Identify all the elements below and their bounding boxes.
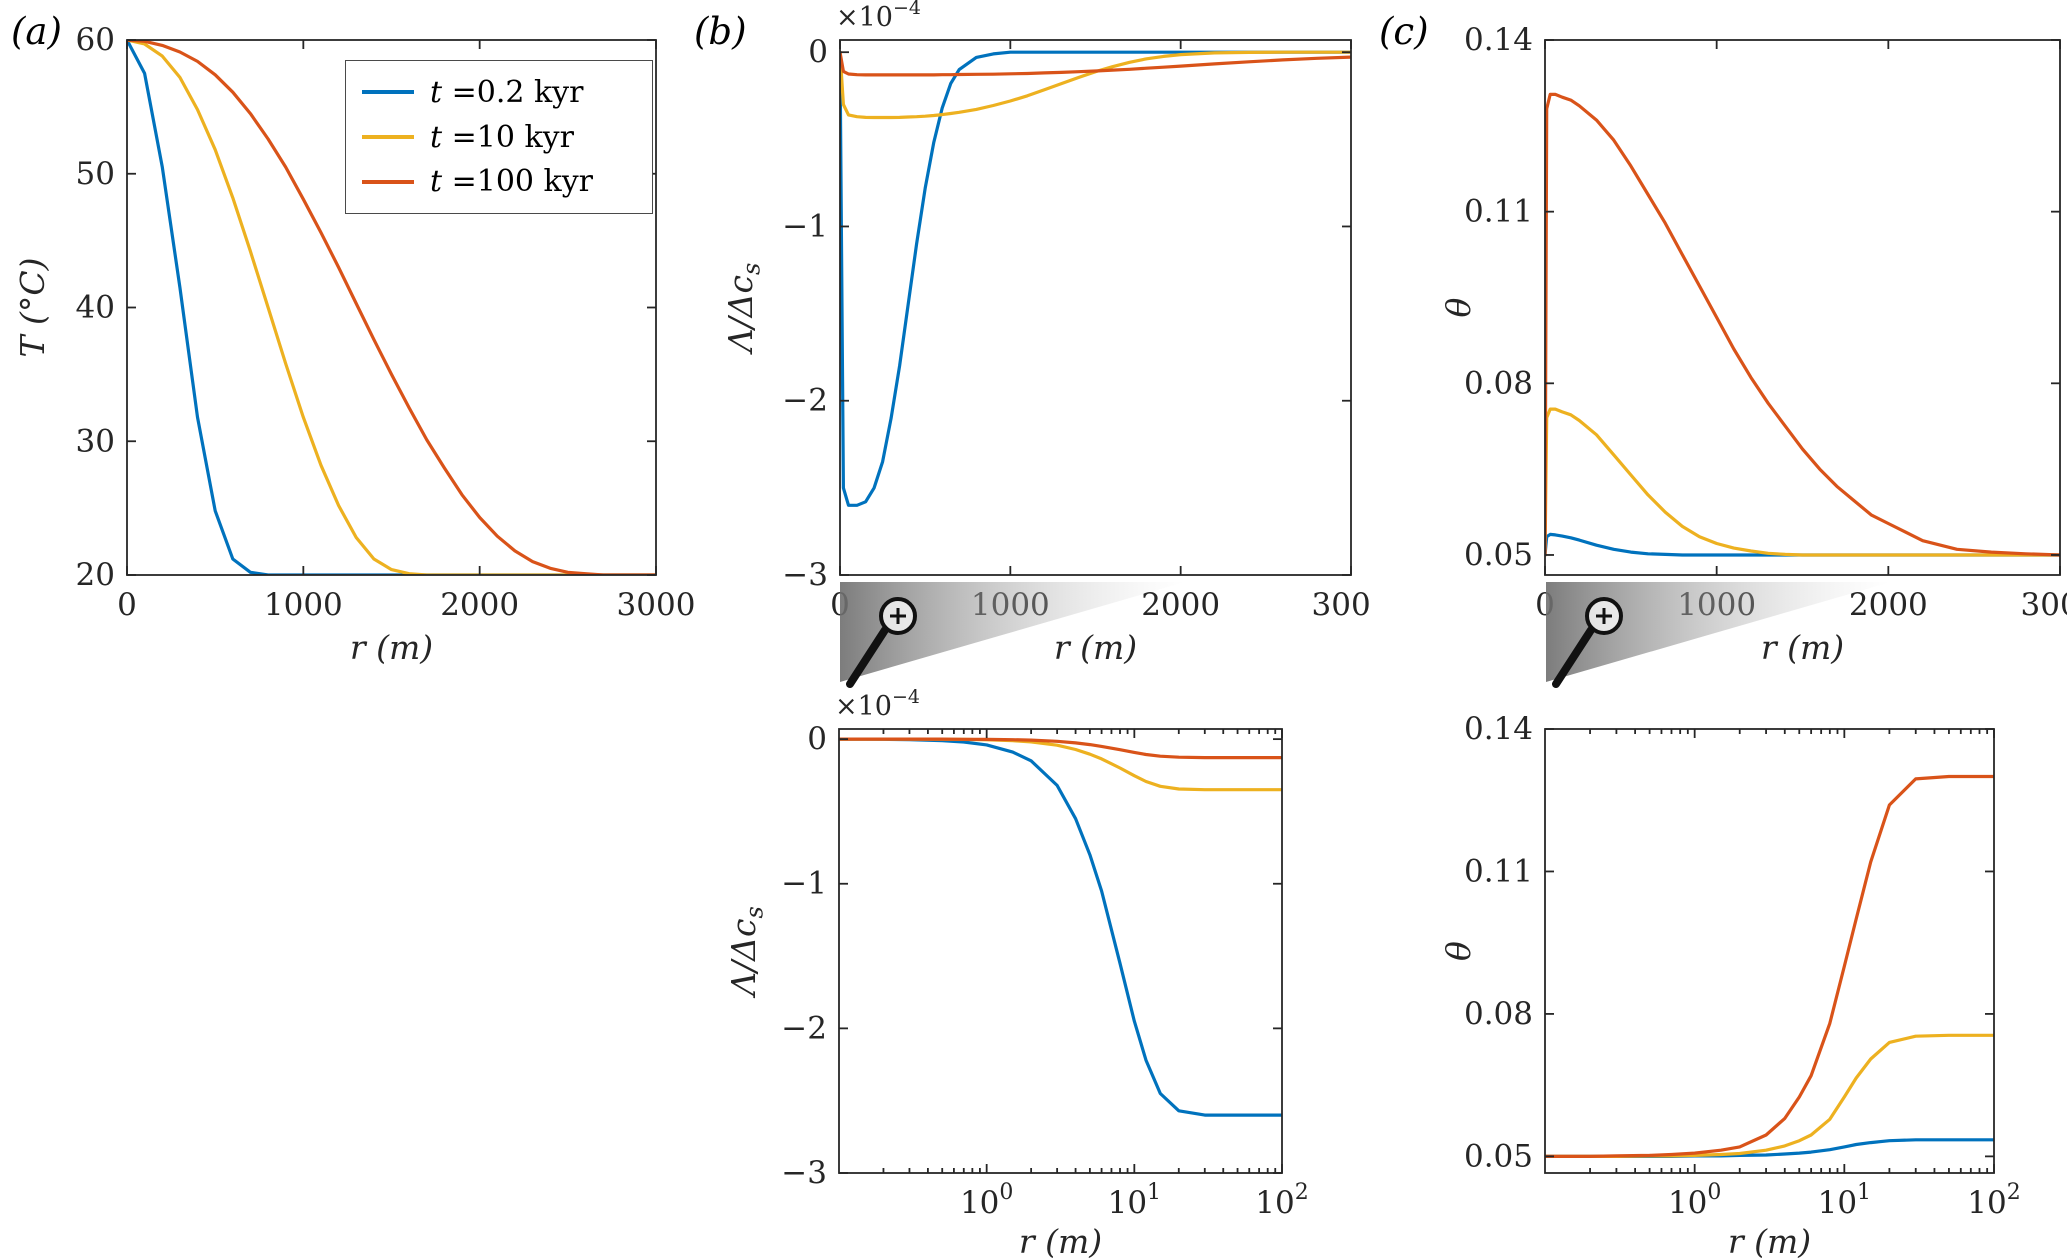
x-tick-label: 2000: [1849, 587, 1928, 623]
legend-entry: t =100 kyr: [362, 164, 652, 199]
plot-a-temperature-vs-r: 0 1000 2000 3000 20 30 40 50 60 r (m) T (°C): [13, 22, 696, 667]
y-tick-label: −1: [781, 866, 827, 902]
series-line-t-100-kyr: [127, 40, 656, 575]
series-line-t-0-2-kyr: [127, 40, 656, 575]
x-tick-label: 102: [1967, 1180, 2020, 1221]
axes-ticks: [1545, 728, 1995, 1173]
y-axis-exponent-label: ×10−4: [836, 0, 921, 33]
x-tick-label: 3000: [2021, 587, 2067, 623]
y-tick-label: 30: [76, 423, 115, 459]
plot-b-lambda-vs-r-zoom: 100 101 102 −3 −2 −1 0 r (m) Λ/Δcs ×10−4: [724, 686, 1309, 1258]
x-tick-label: 3000: [1312, 587, 1370, 623]
y-tick-label: 0.14: [1464, 22, 1533, 58]
y-tick-label: 0.05: [1464, 537, 1533, 573]
zoom-indicator-b: [840, 582, 1185, 700]
series-line-t-10-kyr: [840, 50, 1351, 120]
series-line-t-100-kyr: [1545, 774, 1994, 1158]
plot-c-theta-vs-r-zoom: 100 101 102 0.05 0.08 0.11 0.14 r (m) θ: [1439, 711, 2021, 1258]
series-line-t-0-2-kyr: [839, 737, 1282, 1117]
plot-c-theta-vs-r: 01000200030000.050.080.110.14r (m)θ: [1439, 22, 2067, 667]
y-tick-label: 0.05: [1464, 1138, 1533, 1174]
panel-label-c: (c): [1379, 10, 1429, 53]
axes-box: [1544, 728, 1995, 1174]
legend-entry-label: t =100 kyr: [430, 164, 593, 200]
axes-ticks: [839, 729, 1283, 1174]
y-tick-label: 60: [76, 22, 115, 58]
series-group: [840, 50, 1351, 507]
y-tick-label: 0: [807, 721, 827, 757]
x-tick-label: 101: [1108, 1180, 1161, 1221]
y-tick-label: −2: [782, 383, 828, 419]
panel-label-b: (b): [694, 10, 747, 53]
y-axis-label: Λ/Δcs: [721, 263, 765, 356]
series-line-t-0-2-kyr: [840, 50, 1351, 507]
x-axis-label: r (m): [1728, 1222, 1811, 1258]
x-axis-label: r (m): [1761, 628, 1844, 667]
y-axis-label: T (°C): [13, 258, 52, 358]
y-tick-label: 0: [808, 34, 828, 70]
legend-entry: t =10 kyr: [362, 120, 652, 155]
y-tick-label: 0.11: [1464, 853, 1533, 889]
y-tick-label: −2: [781, 1010, 827, 1046]
series-group: [839, 737, 1282, 1117]
axes-box: [1544, 39, 2061, 576]
x-tick-label: 2000: [1141, 587, 1220, 623]
x-tick-label: 0: [117, 587, 137, 623]
legend-line-swatch: [362, 135, 414, 139]
axes-ticks: [1544, 39, 2061, 575]
y-axis-label: θ: [1439, 297, 1478, 317]
y-tick-label: 0.14: [1464, 711, 1533, 747]
y-axis-exponent-label: ×10−4: [835, 686, 920, 722]
axes-ticks: [839, 40, 1352, 576]
y-tick-label: −1: [782, 208, 828, 244]
y-tick-label: −3: [782, 557, 828, 593]
series-line-t-100-kyr: [839, 737, 1282, 760]
series-line-t-100-kyr: [1545, 92, 2060, 557]
zoom-wedge: [840, 582, 1185, 682]
x-tick-label: 3000: [617, 587, 696, 623]
y-tick-label: 0.11: [1464, 194, 1533, 230]
y-axis-label: θ: [1439, 941, 1478, 961]
y-tick-label: 40: [76, 290, 115, 326]
legend-entry-label: t =10 kyr: [430, 119, 574, 155]
y-tick-label: 0.08: [1464, 996, 1533, 1032]
series-line-t-100-kyr: [840, 50, 1351, 77]
legend-entry: t =0.2 kyr: [362, 75, 652, 110]
x-axis-label: r (m): [1019, 1222, 1102, 1258]
x-tick-label: 101: [1818, 1180, 1871, 1221]
axes-box: [838, 728, 1283, 1174]
series-group: [1545, 92, 2060, 557]
legend-line-swatch: [362, 179, 414, 184]
legend-line-swatch: [362, 90, 414, 95]
x-tick-label: 100: [960, 1180, 1013, 1221]
axes-box: [126, 39, 657, 576]
legend-entry-label: t =0.2 kyr: [430, 74, 584, 110]
y-tick-label: 0.08: [1464, 365, 1533, 401]
x-tick-label: 1000: [264, 587, 343, 623]
x-axis-label: r (m): [1054, 628, 1137, 667]
panel-label-a: (a): [11, 10, 62, 53]
x-axis-label: r (m): [350, 628, 433, 667]
series-line-t-10-kyr: [839, 737, 1282, 792]
x-tick-label: 100: [1668, 1180, 1721, 1221]
magnifier-icon: [846, 597, 917, 688]
series-group: [1545, 774, 1994, 1158]
y-axis-label: Λ/Δcs: [724, 906, 768, 999]
y-tick-label: 50: [76, 156, 115, 192]
legend: t =0.2 kyr t =10 kyr t =100 kyr: [345, 60, 653, 214]
series-group: [127, 40, 656, 575]
series-line-t-10-kyr: [127, 40, 656, 575]
x-tick-label: 2000: [440, 587, 519, 623]
series-line-t-10-kyr: [1545, 407, 2060, 557]
y-tick-label: −3: [781, 1155, 827, 1191]
axes-box: [839, 39, 1352, 576]
zoom-indicator-c: [1546, 582, 1891, 700]
zoom-wedge: [1546, 582, 1891, 682]
x-tick-label: 102: [1255, 1180, 1308, 1221]
y-tick-label: 20: [76, 557, 115, 593]
magnifier-icon: [1552, 597, 1623, 688]
